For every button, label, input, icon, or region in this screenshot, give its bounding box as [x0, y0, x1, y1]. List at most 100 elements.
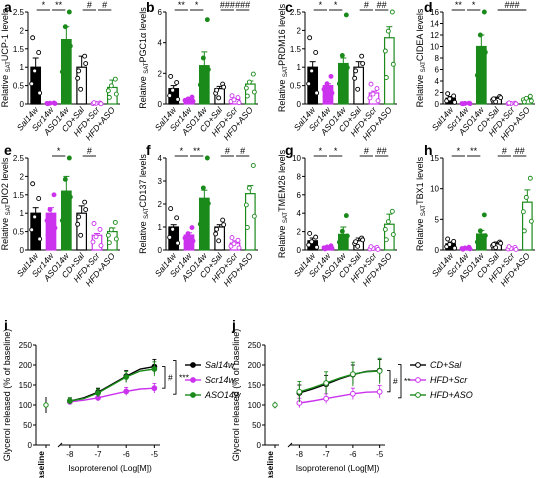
panel-letter: c	[285, 0, 293, 15]
data-point	[447, 96, 453, 102]
y-tick-label: 15	[430, 154, 439, 163]
y-tick-label: 10	[430, 185, 439, 194]
data-point	[246, 185, 252, 191]
data-point	[108, 83, 114, 89]
sig-label: ###	[220, 0, 235, 10]
data-point	[30, 181, 36, 187]
data-point	[36, 50, 42, 55]
data-point	[205, 67, 211, 72]
data-point	[250, 163, 256, 168]
series-point	[123, 388, 130, 395]
data-point	[452, 245, 458, 251]
x-tick-label: -6	[123, 450, 131, 459]
y-axis-label: Relative SATUCP-1 levels	[0, 8, 12, 107]
series-line	[299, 391, 380, 404]
data-point	[467, 101, 473, 107]
x-axis-label: Isoproterenol (Log[M])	[68, 463, 152, 473]
data-point	[83, 61, 89, 66]
data-point	[183, 99, 189, 105]
sig-label: **	[178, 0, 186, 10]
panel-letter: j	[231, 317, 236, 333]
y-tick-label: 1	[20, 63, 25, 72]
data-point	[59, 218, 65, 224]
data-point	[167, 234, 173, 240]
panel-letter: e	[4, 142, 12, 158]
data-point	[528, 218, 534, 224]
series-point	[323, 395, 330, 402]
legend-swatch-marker	[190, 392, 196, 398]
data-point	[382, 226, 388, 232]
y-tick-label: 2.5	[290, 8, 302, 17]
data-point	[337, 244, 343, 250]
sig-label: ***	[179, 372, 190, 382]
x-tick-label: -6	[349, 450, 357, 459]
sig-label: #	[240, 146, 245, 156]
legend-swatch-marker	[190, 377, 196, 383]
legend-label: HFD+ASO	[430, 390, 473, 400]
data-point	[82, 53, 88, 59]
data-point	[491, 242, 497, 247]
y-tick-label: 12	[430, 31, 439, 40]
data-point	[93, 234, 99, 240]
sig-label: *	[334, 146, 338, 156]
data-point	[506, 100, 512, 106]
y-tick-label: 10	[430, 43, 439, 52]
data-point	[190, 98, 196, 104]
data-point	[214, 226, 220, 232]
sig-label: ##	[515, 146, 525, 156]
y-tick-label: 0.5	[13, 82, 25, 91]
sig-label: #	[87, 0, 92, 10]
sig-bracket	[398, 364, 402, 399]
data-point	[313, 234, 319, 240]
data-point	[200, 55, 206, 61]
data-point	[307, 230, 313, 236]
data-point	[367, 95, 373, 101]
data-point	[375, 98, 381, 104]
y-tick-label: 1.5	[290, 45, 302, 54]
y-tick-label: 16	[430, 8, 439, 17]
data-point	[198, 93, 204, 99]
data-point	[460, 246, 466, 252]
data-point	[523, 194, 529, 200]
data-point	[168, 73, 174, 79]
y-tick-label: 4	[158, 39, 163, 48]
data-point	[235, 237, 241, 243]
data-point	[82, 199, 88, 205]
data-point	[106, 240, 112, 246]
sig-label: #	[364, 0, 369, 10]
data-point	[97, 226, 103, 232]
data-point	[337, 93, 343, 99]
data-point	[383, 75, 389, 80]
sig-bracket	[173, 360, 177, 395]
data-point	[113, 91, 119, 97]
data-point	[375, 246, 381, 252]
series-point	[376, 368, 383, 374]
data-point	[521, 228, 527, 234]
data-point	[205, 200, 211, 206]
data-point	[482, 49, 488, 55]
data-point	[344, 65, 350, 71]
data-point	[491, 96, 497, 102]
y-tick-label: 0	[28, 441, 33, 450]
series-line	[299, 370, 380, 393]
sig-label: #	[364, 146, 369, 156]
y-tick-label: 2	[297, 228, 302, 237]
y-tick-label: 2	[20, 172, 25, 181]
series-point	[95, 390, 101, 396]
series-line	[69, 365, 155, 402]
y-tick-label: 14	[430, 20, 439, 29]
data-point	[306, 242, 312, 248]
data-point	[451, 238, 457, 244]
data-point	[370, 91, 376, 97]
panel-i: i 0 50 100 150 200 250 Glycerol released (% of …	[2, 317, 241, 478]
data-point	[67, 43, 73, 49]
data-point	[481, 212, 487, 218]
legend-label: HFD+Scr	[430, 375, 468, 385]
y-tick-label: 3	[158, 177, 163, 186]
data-point	[213, 231, 219, 237]
data-point	[62, 24, 68, 30]
data-point	[360, 61, 366, 66]
data-point	[29, 227, 35, 233]
data-point	[106, 94, 112, 100]
